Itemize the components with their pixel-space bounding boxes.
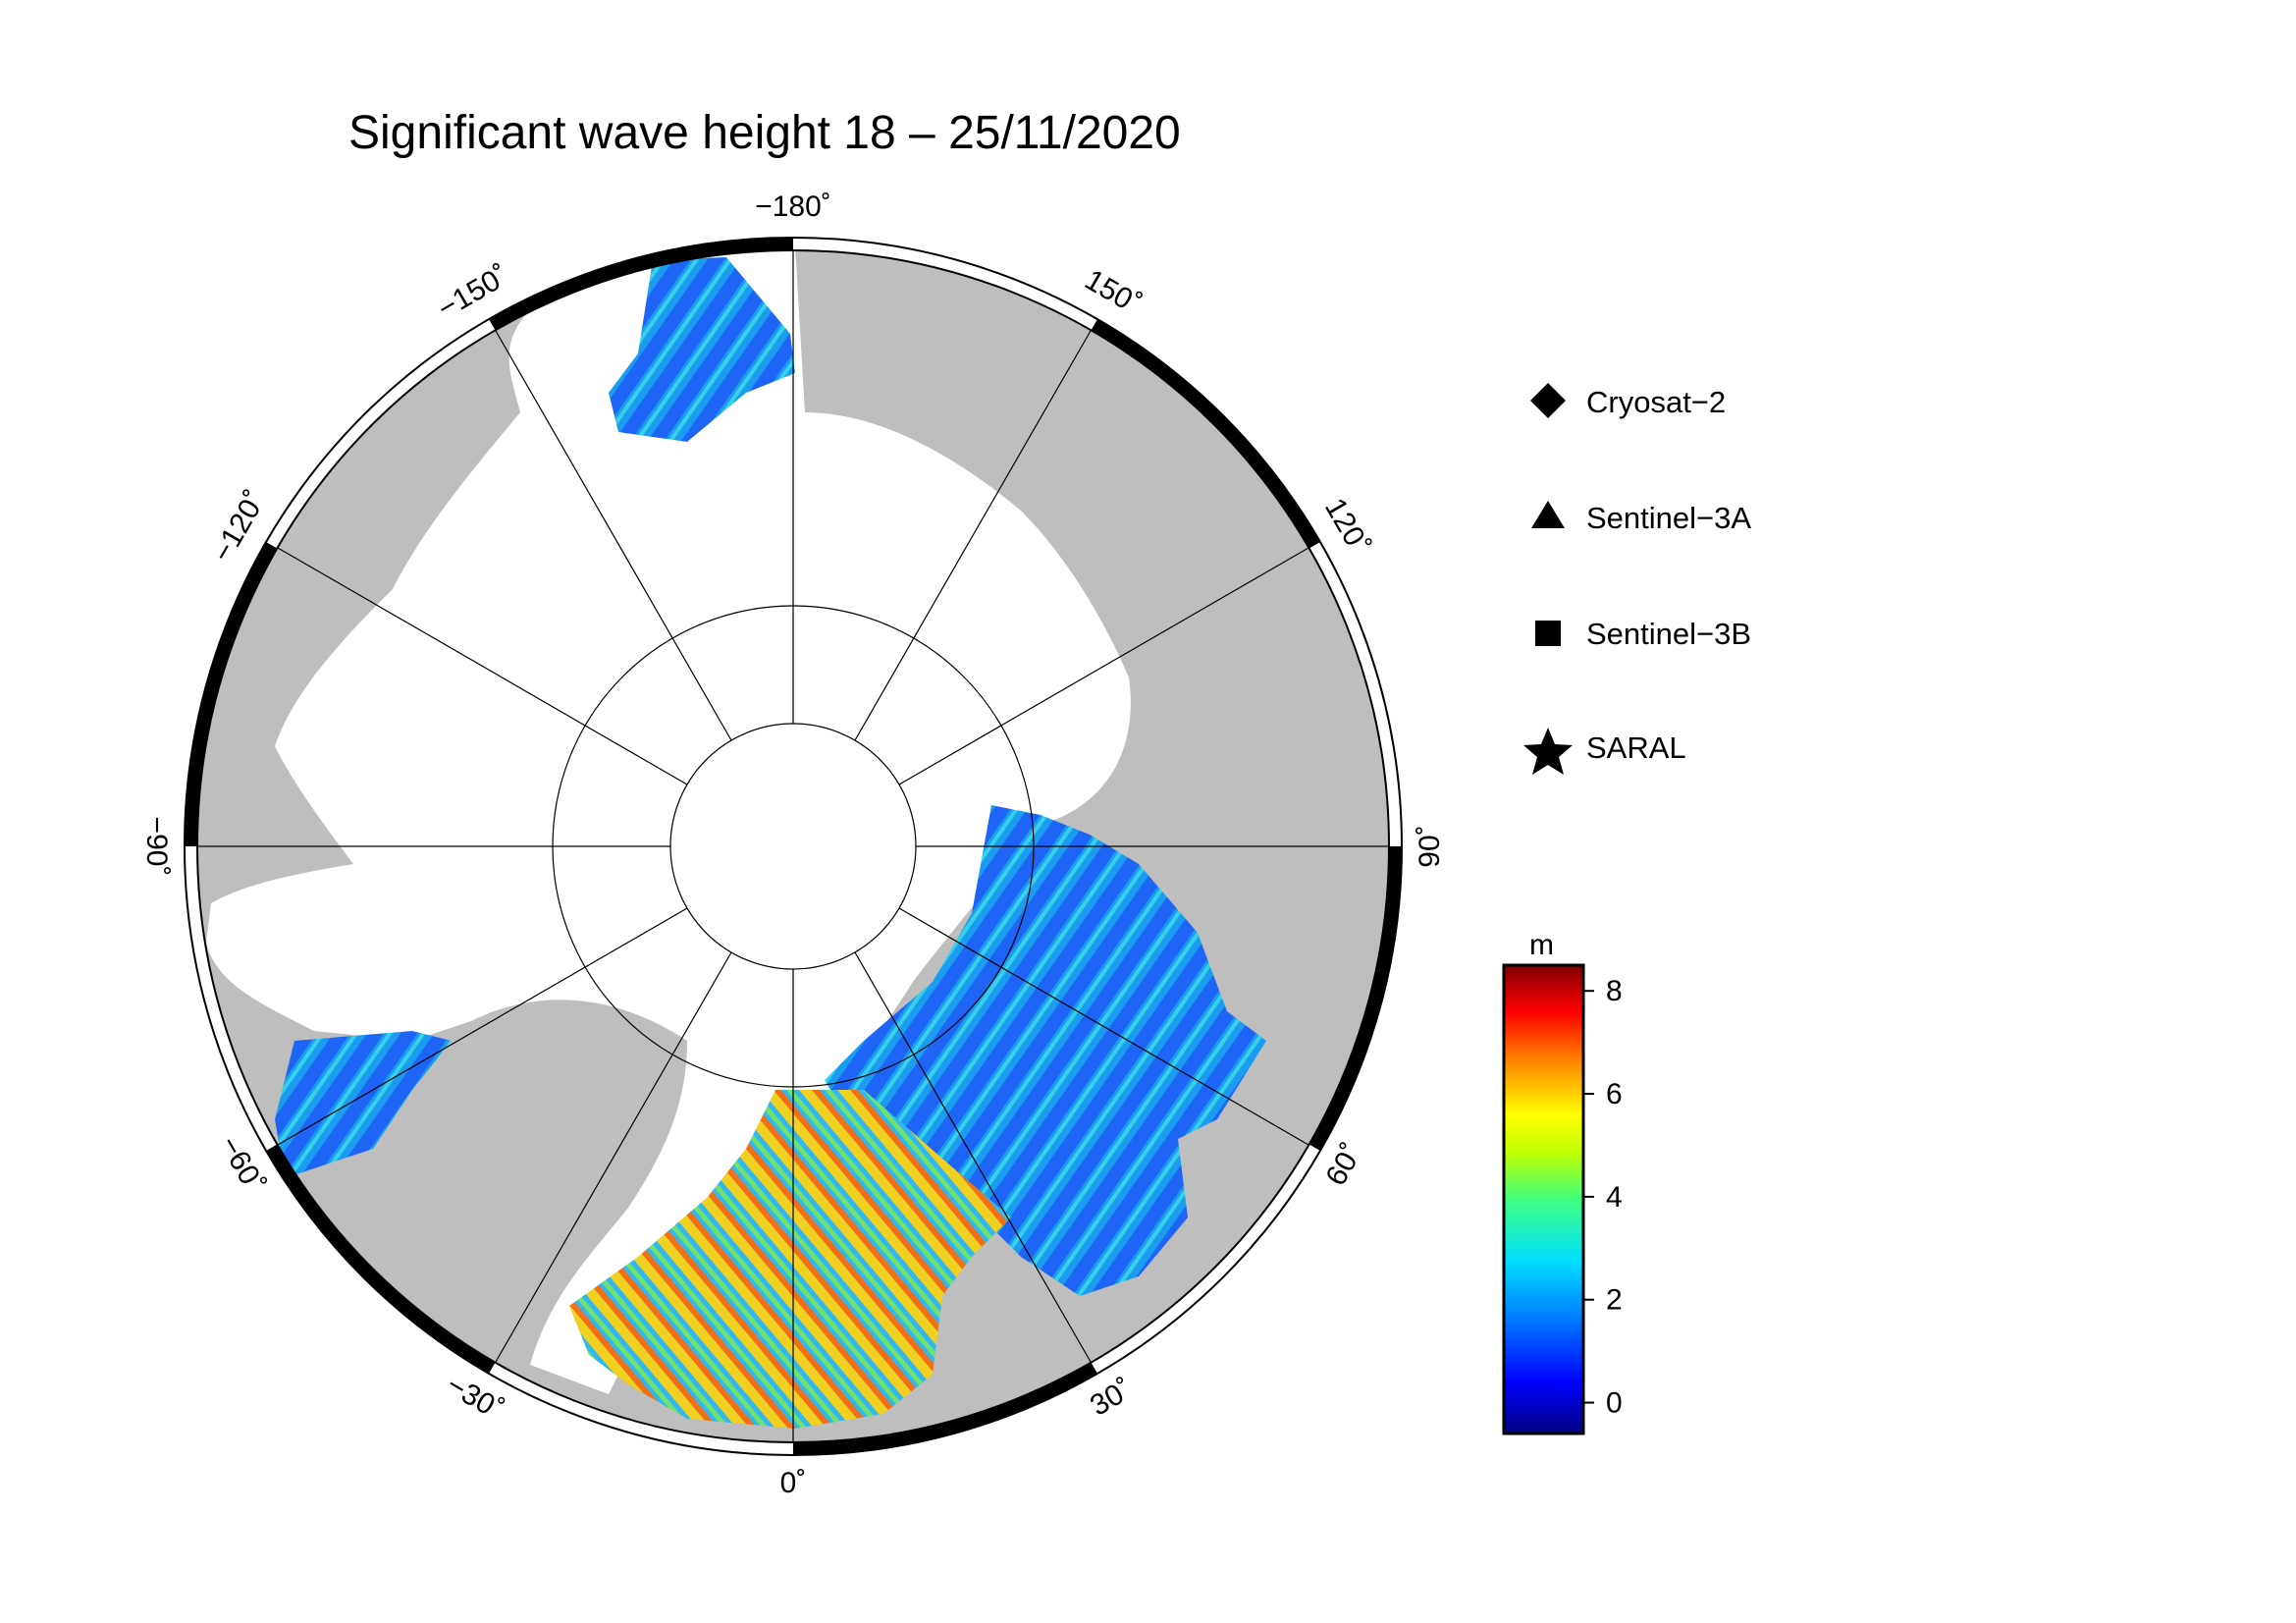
longitude-label: 60˚ <box>1319 1138 1368 1191</box>
frame-segment <box>1308 845 1402 1151</box>
colorbar-gradient <box>1502 963 1585 1435</box>
colorbar-unit: m <box>1529 929 1554 961</box>
legend-item-cryosat: Cryosat−2 <box>1530 383 1726 419</box>
longitude-label: −180˚ <box>755 190 831 223</box>
legend-item-sentinel-3a: Sentinel−3A <box>1531 501 1751 535</box>
wave-track-labrador <box>275 1031 452 1178</box>
colorbar-tick-label: 6 <box>1606 1078 1623 1110</box>
colorbar: m 0 2 4 6 8 <box>1502 929 1623 1435</box>
legend: Cryosat−2 Sentinel−3A Sentinel−3B SARAL <box>1523 383 1751 775</box>
frame-segment <box>489 238 794 331</box>
frame-segment <box>792 1362 1097 1455</box>
square-icon <box>1535 621 1561 646</box>
longitude-label: 90˚ <box>1414 825 1446 867</box>
longitude-label: 30˚ <box>1085 1373 1138 1422</box>
wave-track-bering <box>609 257 795 442</box>
colorbar-ticks: 0 2 4 6 8 <box>1583 975 1623 1420</box>
longitude-label: 0˚ <box>780 1467 807 1499</box>
map-disc <box>197 250 1389 1442</box>
diamond-icon <box>1530 383 1566 418</box>
longitude-label: 120˚ <box>1318 493 1376 561</box>
longitude-label: −90˚ <box>140 817 173 877</box>
colorbar-tick-label: 0 <box>1606 1387 1623 1420</box>
colorbar-tick-label: 4 <box>1606 1181 1623 1214</box>
legend-label: Sentinel−3A <box>1586 501 1751 535</box>
wave-track-atlantic <box>569 1090 1011 1429</box>
frame-segment <box>185 542 278 847</box>
frame-segment <box>1091 319 1320 549</box>
legend-label: Sentinel−3B <box>1586 617 1751 651</box>
map-title: Significant wave height 18 – 25/11/2020 <box>348 107 1181 159</box>
sea-ice-area <box>206 250 1131 1394</box>
map-frame <box>184 237 1403 1456</box>
frame-segment <box>266 1144 496 1374</box>
colorbar-tick-label: 2 <box>1606 1284 1623 1317</box>
colorbar-tick-label: 8 <box>1606 975 1623 1007</box>
longitude-label: −30˚ <box>441 1369 508 1427</box>
star-icon <box>1523 728 1573 775</box>
legend-label: SARAL <box>1586 730 1686 765</box>
legend-label: Cryosat−2 <box>1586 385 1726 419</box>
graticule <box>197 250 1389 1442</box>
triangle-icon <box>1531 501 1565 528</box>
legend-item-sentinel-3b: Sentinel−3B <box>1535 617 1751 651</box>
longitude-label: −60˚ <box>213 1131 271 1199</box>
longitude-label: 150˚ <box>1080 263 1148 321</box>
legend-item-saral: SARAL <box>1523 728 1686 775</box>
